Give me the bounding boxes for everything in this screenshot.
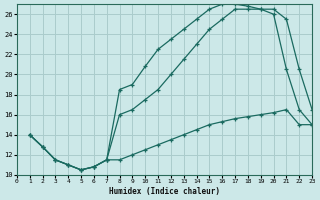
X-axis label: Humidex (Indice chaleur): Humidex (Indice chaleur) xyxy=(109,187,220,196)
